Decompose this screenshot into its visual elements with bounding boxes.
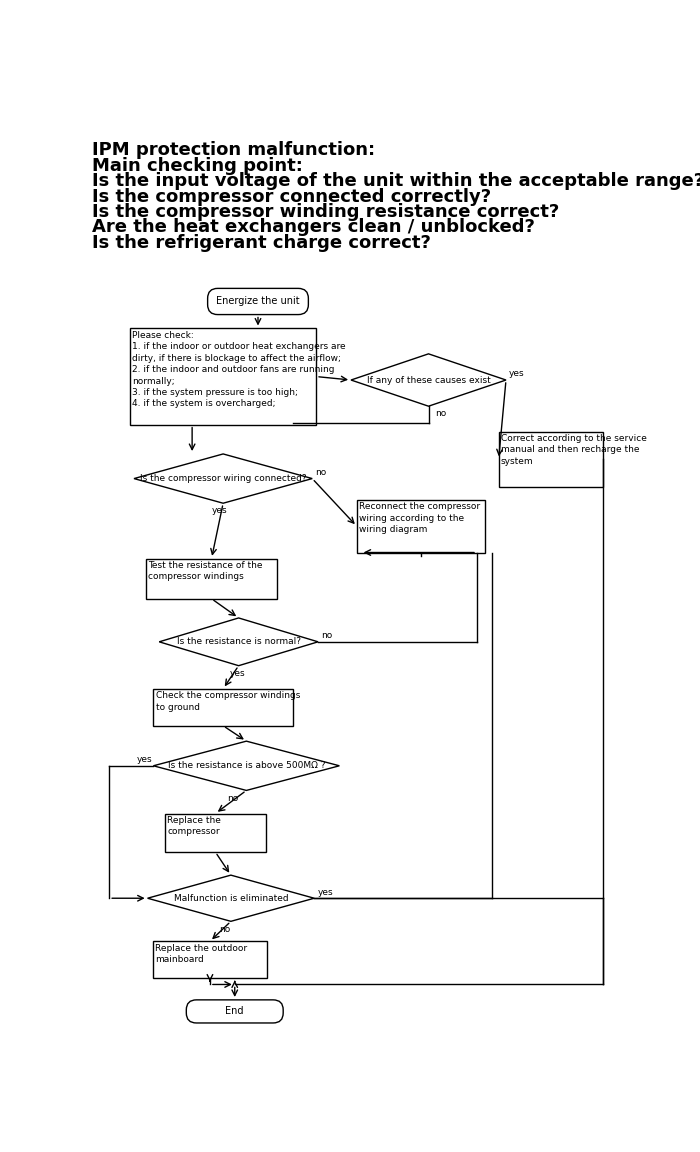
FancyBboxPatch shape <box>208 288 309 314</box>
Text: Is the refrigerant charge correct?: Is the refrigerant charge correct? <box>92 234 431 252</box>
Text: yes: yes <box>317 887 333 896</box>
FancyBboxPatch shape <box>153 689 293 726</box>
Text: no: no <box>219 925 230 933</box>
Text: yes: yes <box>230 669 245 677</box>
Text: yes: yes <box>509 370 525 378</box>
Text: Replace the
compressor: Replace the compressor <box>167 816 221 836</box>
Text: Please check:
1. if the indoor or outdoor heat exchangers are
dirty, if there is: Please check: 1. if the indoor or outdoo… <box>132 331 346 409</box>
Text: Are the heat exchangers clean / unblocked?: Are the heat exchangers clean / unblocke… <box>92 219 535 236</box>
Text: If any of these causes exist: If any of these causes exist <box>367 376 491 385</box>
Text: IPM protection malfunction:: IPM protection malfunction: <box>92 142 375 159</box>
Text: Malfunction is eliminated: Malfunction is eliminated <box>174 894 288 903</box>
Polygon shape <box>153 741 340 790</box>
Text: Is the resistance is normal?: Is the resistance is normal? <box>176 637 300 646</box>
Polygon shape <box>148 876 314 922</box>
Text: Is the resistance is above 500MΩ ?: Is the resistance is above 500MΩ ? <box>167 761 325 771</box>
Text: Is the compressor winding resistance correct?: Is the compressor winding resistance cor… <box>92 203 559 221</box>
Text: Reconnect the compressor
wiring according to the
wiring diagram: Reconnect the compressor wiring accordin… <box>359 502 480 535</box>
Text: no: no <box>315 468 327 477</box>
FancyBboxPatch shape <box>130 328 316 425</box>
Text: Is the compressor connected correctly?: Is the compressor connected correctly? <box>92 188 491 205</box>
Text: yes: yes <box>211 507 227 515</box>
Text: Correct according to the service
manual and then recharge the
system: Correct according to the service manual … <box>501 434 647 465</box>
FancyBboxPatch shape <box>165 813 266 852</box>
Text: Is the compressor wiring connected?: Is the compressor wiring connected? <box>140 475 307 483</box>
Text: Energize the unit: Energize the unit <box>216 296 300 306</box>
Text: no: no <box>227 794 238 803</box>
Text: no: no <box>321 631 332 641</box>
Text: Is the input voltage of the unit within the acceptable range?: Is the input voltage of the unit within … <box>92 172 700 190</box>
FancyBboxPatch shape <box>153 941 267 978</box>
FancyBboxPatch shape <box>357 500 484 553</box>
FancyBboxPatch shape <box>146 559 277 599</box>
Text: Check the compressor windings
to ground: Check the compressor windings to ground <box>155 691 300 712</box>
Text: Replace the outdoor
mainboard: Replace the outdoor mainboard <box>155 943 247 964</box>
Polygon shape <box>351 354 506 407</box>
Polygon shape <box>134 454 312 503</box>
Polygon shape <box>159 617 318 666</box>
FancyBboxPatch shape <box>498 432 603 487</box>
FancyBboxPatch shape <box>186 1000 284 1023</box>
Text: Main checking point:: Main checking point: <box>92 157 303 175</box>
Text: no: no <box>435 409 446 418</box>
Text: End: End <box>225 1007 244 1016</box>
Text: yes: yes <box>136 755 152 764</box>
Text: Test the resistance of the
compressor windings: Test the resistance of the compressor wi… <box>148 561 262 582</box>
